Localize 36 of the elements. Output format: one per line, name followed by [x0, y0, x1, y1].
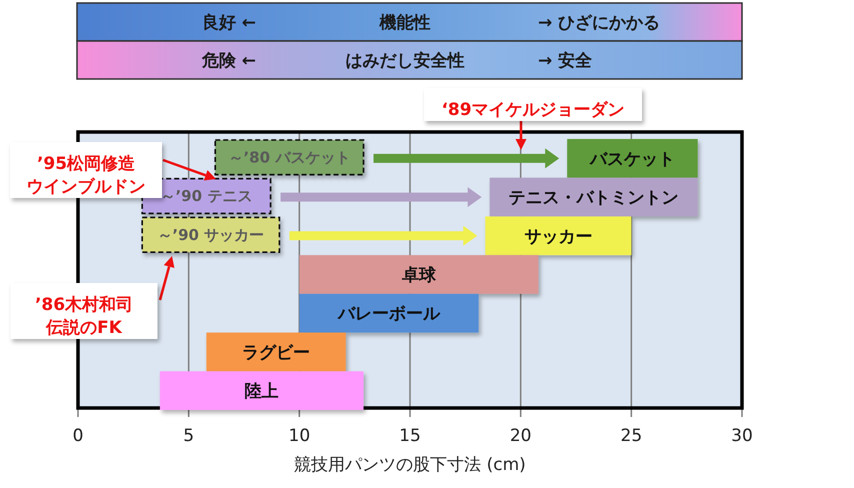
bar [567, 139, 698, 178]
bar [160, 371, 364, 410]
x-tick-label: 5 [183, 426, 194, 446]
y-tick-label: 卓球 [400, 266, 437, 286]
bar [490, 178, 698, 216]
text: はみだし安全性 [346, 51, 464, 71]
bar [141, 216, 280, 253]
bar [299, 255, 538, 294]
bar [214, 139, 364, 176]
text: 良好 ← [202, 13, 256, 33]
x-axis-title: 競技用パンツの股下寸法 (cm) [294, 455, 526, 475]
y-tick-label: バスケット [588, 149, 675, 170]
bar [206, 332, 346, 372]
y-tick-label: サッカー [524, 226, 592, 247]
bar [485, 216, 632, 256]
text: 危険 ← [200, 51, 256, 71]
text: → 安全 [538, 51, 594, 71]
series-label: ～’80 バスケット [228, 148, 350, 166]
x-tick-label: 10 [288, 426, 310, 446]
x-tick-label: 0 [72, 426, 84, 446]
y-tick-label: 陸上 [244, 382, 279, 402]
series-label: ～’90 サッカー [157, 226, 264, 244]
text: ‘89マイケルジョーダン [441, 100, 625, 120]
x-tick-label: 15 [399, 426, 421, 446]
bar [299, 294, 479, 333]
annotation: ’86木村和司伝説のFK [34, 295, 134, 338]
y-tick-label: ラグビー [242, 342, 310, 363]
text: 機能性 [378, 13, 430, 33]
series-label: ～’90 テニス [160, 187, 252, 206]
text: → ひざにかかる [538, 13, 660, 33]
x-tick-label: 30 [731, 426, 753, 446]
x-tick-label: 25 [620, 426, 642, 446]
y-tick-label: バレーボール [336, 304, 441, 324]
y-tick-label: テニス・バトミントン [508, 188, 679, 208]
x-tick-label: 20 [510, 426, 532, 446]
annotation: ’95松岡修造ウインブルドン [26, 154, 146, 197]
